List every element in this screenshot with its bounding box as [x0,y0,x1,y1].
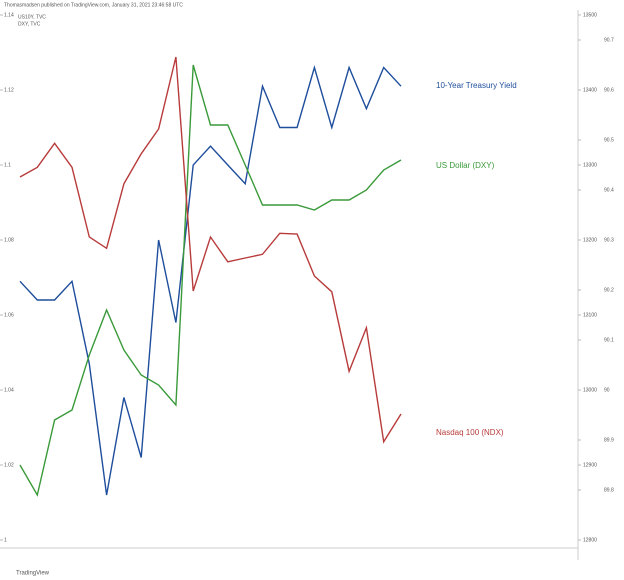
y-tick-label: 1.08 [4,237,14,243]
y-tick-label: 12900 [583,462,597,468]
series-line [19,64,402,496]
y-tick-label: 13100 [583,312,597,318]
y-tick-label: 1 [4,537,7,543]
y-tick-label: 13400 [583,87,597,93]
chart-title: Thomasmadsen published on TradingView.co… [4,2,183,8]
y-tick-label: 12800 [583,537,597,543]
y-tick-label: 90.2 [604,287,614,293]
y-tick-label: 90 [604,387,610,393]
symbol-label: DXY, TVC [18,21,41,27]
y-tick-label: 13500 [583,12,597,18]
y-tick-label: 89.8 [604,487,614,493]
footer: TradingView [16,571,50,577]
y-tick-label: 89.9 [604,437,614,443]
y-tick-label: 90.3 [604,237,614,243]
y-tick-label: 90.4 [604,187,614,193]
y-tick-label: 1.04 [4,387,14,393]
series-label: US Dollar (DXY) [436,161,495,170]
y-tick-label: 13000 [583,387,597,393]
series-label: 10-Year Treasury Yield [436,81,517,90]
symbol-label: US10Y, TVC [18,14,46,20]
y-tick-label: 90.1 [604,337,614,343]
y-tick-label: 1.06 [4,312,14,318]
y-tick-label: 13300 [583,162,597,168]
y-tick-label: 1.1 [4,162,11,168]
series-line [19,56,402,444]
series-label: Nasdaq 100 (NDX) [436,428,504,437]
y-tick-label: 90.5 [604,137,614,143]
y-tick-label: 1.14 [4,12,14,18]
y-tick-label: 1.02 [4,462,14,468]
series-line [19,64,402,497]
y-tick-label: 1.12 [4,87,14,93]
y-tick-label: 90.7 [604,37,614,43]
y-tick-label: 90.6 [604,87,614,93]
y-tick-label: 13200 [583,237,597,243]
